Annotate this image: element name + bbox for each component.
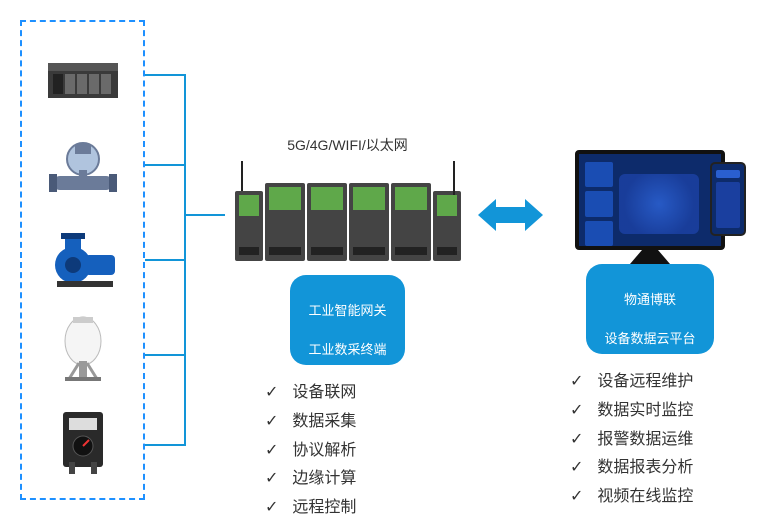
list-item: ✓ 边缘计算 [265, 465, 470, 494]
tank-device [43, 316, 123, 386]
phone-icon [710, 162, 746, 236]
check-icon: ✓ [570, 426, 583, 455]
feature-text: 边缘计算 [292, 465, 356, 494]
feature-text: 设备联网 [292, 379, 356, 408]
platform-badge-line1: 物通博联 [624, 292, 676, 307]
gateway-badge: 工业智能网关 工业数采终端 [290, 275, 404, 365]
gateway-badge-line2: 工业数采终端 [308, 342, 386, 357]
platform-badge-line2: 设备数据云平台 [604, 331, 695, 346]
check-icon: ✓ [265, 465, 278, 494]
list-item: ✓ 视频在线监控 [570, 483, 750, 512]
feature-text: 数据实时监控 [597, 397, 693, 426]
check-icon: ✓ [570, 368, 583, 397]
gateway-section: 5G/4G/WIFI/以太网 工业智能网关 工业数采终端 ✓ 设备联网 ✓ 数据采集… [225, 135, 470, 523]
check-icon: ✓ [570, 483, 583, 512]
list-item: ✓ 数据实时监控 [570, 397, 750, 426]
check-icon: ✓ [265, 379, 278, 408]
list-item: ✓ 报警数据运维 [570, 426, 750, 455]
feature-text: 视频在线监控 [597, 483, 693, 512]
pump-device [43, 225, 123, 295]
platform-feature-list: ✓ 设备远程维护 ✓ 数据实时监控 ✓ 报警数据运维 ✓ 数据报表分析 ✓ 视频在线监控 [550, 368, 750, 512]
gateway-devices-icon [225, 161, 470, 261]
list-item: ✓ 数据报表分析 [570, 454, 750, 483]
feature-text: 数据报表分析 [597, 454, 693, 483]
feature-text: 数据采集 [292, 408, 356, 437]
gateway-badge-line1: 工业智能网关 [308, 303, 386, 318]
feature-text: 报警数据运维 [597, 426, 693, 455]
flow-meter-device [43, 134, 123, 204]
check-icon: ✓ [570, 454, 583, 483]
platform-section: 物通博联 设备数据云平台 ✓ 设备远程维护 ✓ 数据实时监控 ✓ 报警数据运维 ✓ 数据… [550, 120, 750, 512]
bidirectional-arrow-icon [478, 195, 543, 235]
check-icon: ✓ [265, 437, 278, 466]
connectivity-label: 5G/4G/WIFI/以太网 [225, 135, 470, 155]
platform-badge: 物通博联 设备数据云平台 [586, 264, 713, 354]
electric-meter-device [43, 407, 123, 477]
check-icon: ✓ [570, 397, 583, 426]
device-connection-lines [145, 20, 225, 500]
plc-device [43, 43, 123, 113]
cloud-platform-icon [550, 120, 750, 250]
check-icon: ✓ [265, 408, 278, 437]
monitor-icon [575, 150, 725, 250]
gateway-feature-list: ✓设备联网 ✓数据采集 ✓协议解析 ✓边缘计算 ✓远程控制 [225, 379, 470, 523]
feature-text: 协议解析 [292, 437, 356, 466]
feature-text: 设备远程维护 [597, 368, 693, 397]
list-item: ✓ 设备联网 [265, 379, 470, 408]
field-devices-group [20, 20, 145, 500]
list-item: ✓ 数据采集 [265, 408, 470, 437]
list-item: ✓ 设备远程维护 [570, 368, 750, 397]
list-item: ✓ 协议解析 [265, 437, 470, 466]
